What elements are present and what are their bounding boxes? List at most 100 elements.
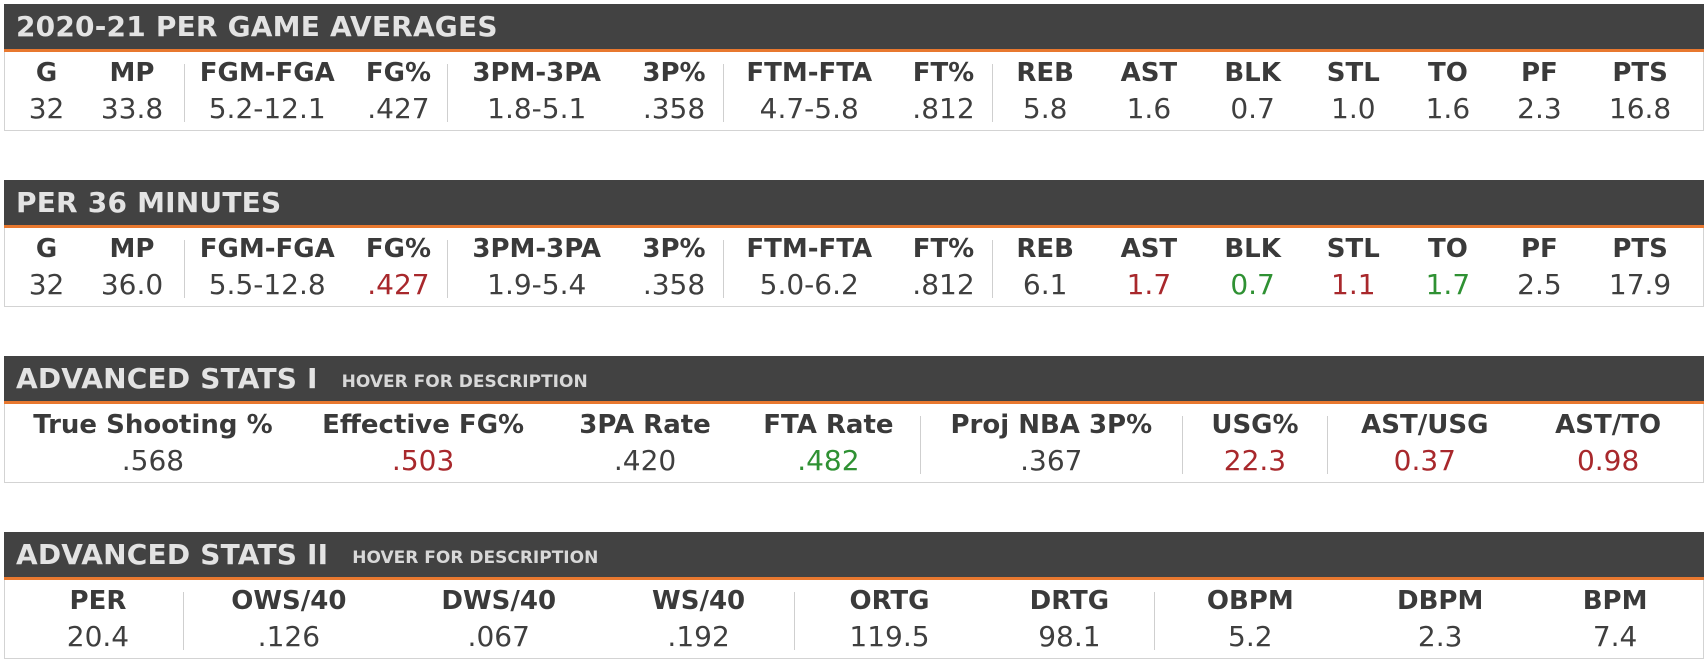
stat-value: 1.6: [1425, 92, 1471, 125]
stat-drtg[interactable]: DRTG 98.1: [984, 580, 1154, 658]
stat-label: REB: [1016, 234, 1074, 264]
per-36-minutes-panel: PER 36 MINUTES G 32 MP 36.0 FGM-FGA 5.5-12.…: [4, 180, 1704, 307]
stat-value: 5.2: [1228, 620, 1273, 653]
per-36-header: PER 36 MINUTES: [4, 180, 1704, 228]
stat-label: AST: [1120, 234, 1178, 264]
stat-value: 119.5: [849, 620, 930, 653]
per-game-header: 2020-21 PER GAME AVERAGES: [4, 4, 1704, 52]
stat-blk: BLK 0.7: [1201, 52, 1305, 130]
hover-hint: HOVER FOR DESCRIPTION: [352, 547, 599, 568]
stat-dbpm[interactable]: DBPM 2.3: [1345, 580, 1535, 658]
stat-mp: MP 36.0: [80, 228, 184, 306]
per-36-stats-row: G 32 MP 36.0 FGM-FGA 5.5-12.8 FG% .427 3PM-3…: [4, 228, 1704, 307]
stat-value: .192: [667, 620, 730, 653]
stat-fg-pct: FG% .427: [350, 228, 448, 306]
stat-value: 17.9: [1608, 268, 1672, 301]
stat-label: OBPM: [1206, 586, 1294, 616]
advanced-stats-1-panel: ADVANCED STATS I HOVER FOR DESCRIPTION T…: [4, 356, 1704, 483]
advanced-stats-1-row: True Shooting % .568 Effective FG% .503 3P…: [4, 404, 1704, 483]
stat-value: .427: [367, 268, 430, 301]
stat-label: PER: [69, 586, 127, 616]
stat-value: 5.2-12.1: [208, 92, 326, 125]
stat-label: MP: [109, 234, 155, 264]
stat-label: AST: [1120, 58, 1178, 88]
stat-reb: REB 6.1: [993, 228, 1097, 306]
stat-pf: PF 2.5: [1494, 228, 1586, 306]
stat-label: G: [35, 234, 58, 264]
stat-usg[interactable]: USG% 22.3: [1183, 404, 1328, 482]
stat-proj-nba-3p[interactable]: Proj NBA 3P% .367: [921, 404, 1182, 482]
advanced-stats-2-row: PER 20.4 OWS/40.126 DWS/40.067 WS/40.192 …: [4, 580, 1704, 659]
stat-label: PTS: [1612, 234, 1668, 264]
stat-value: .503: [391, 444, 455, 477]
stat-true-shooting[interactable]: True Shooting % .568: [13, 404, 293, 482]
per-game-stats-row: G 32 MP 33.8 FGM-FGA 5.2-12.1 FG% .427 3PM-3…: [4, 52, 1704, 131]
stat-value: 6.1: [1022, 268, 1068, 301]
stat-effective-fg[interactable]: Effective FG% .503: [293, 404, 554, 482]
stat-ast-usg[interactable]: AST/USG 0.37: [1328, 404, 1521, 482]
stat-fta-rate[interactable]: FTA Rate .482: [737, 404, 920, 482]
column-divider: [1181, 416, 1183, 474]
stat-value: 5.0-6.2: [759, 268, 859, 301]
stat-3pm-3pa: 3PM-3PA 1.8-5.1: [448, 52, 625, 130]
column-divider: [992, 64, 994, 122]
stat-label: Proj NBA 3P%: [950, 410, 1153, 440]
stat-g: G 32: [13, 228, 80, 306]
stat-pts: PTS 16.8: [1585, 52, 1695, 130]
stat-pf: PF 2.3: [1494, 52, 1586, 130]
stat-value: 2.3: [1417, 620, 1463, 653]
stat-label: WS/40: [652, 586, 746, 616]
stat-value: 36.0: [100, 268, 164, 301]
stat-value: 0.7: [1230, 92, 1275, 125]
stat-ftm-fta: FTM-FTA 4.7-5.8: [724, 52, 895, 130]
stat-reb: REB 5.8: [993, 52, 1097, 130]
stat-label: BLK: [1224, 58, 1281, 88]
stat-label: PF: [1520, 58, 1558, 88]
stat-ows-40[interactable]: OWS/40 .126: [184, 580, 394, 658]
stat-fgm-fga: FGM-FGA 5.5-12.8: [185, 228, 350, 306]
stat-label: 3PM-3PA: [472, 234, 602, 264]
advanced-stats-2-panel: ADVANCED STATS II HOVER FOR DESCRIPTION …: [4, 532, 1704, 659]
stat-label: TO: [1427, 58, 1468, 88]
advanced-stats-2-title: ADVANCED STATS II: [16, 538, 329, 571]
stat-value: 4.7-5.8: [759, 92, 859, 125]
stat-value: .812: [912, 268, 975, 301]
stat-label: FT%: [912, 234, 975, 264]
stat-per[interactable]: PER 20.4: [13, 580, 183, 658]
stat-ast-to[interactable]: AST/TO 0.98: [1521, 404, 1695, 482]
column-divider: [182, 592, 184, 650]
stat-value: 33.8: [100, 92, 164, 125]
stat-value: 2.5: [1517, 268, 1562, 301]
stat-label: Effective FG%: [322, 410, 525, 440]
stat-value: 32: [28, 268, 65, 301]
stat-ws-40[interactable]: WS/40 .192: [604, 580, 794, 658]
hover-hint: HOVER FOR DESCRIPTION: [341, 371, 588, 392]
stat-value: 1.8-5.1: [487, 92, 587, 125]
stat-value: 32: [28, 92, 65, 125]
stat-label: G: [35, 58, 58, 88]
stat-value: .427: [367, 92, 430, 125]
advanced-stats-1-header: ADVANCED STATS I HOVER FOR DESCRIPTION: [4, 356, 1704, 404]
stat-label: ORTG: [849, 586, 930, 616]
column-divider: [1327, 416, 1329, 474]
stat-3pa-rate[interactable]: 3PA Rate .420: [553, 404, 736, 482]
stat-bpm[interactable]: BPM 7.4: [1535, 580, 1695, 658]
stat-label: BLK: [1224, 234, 1281, 264]
stat-label: FG%: [365, 234, 431, 264]
column-divider: [183, 240, 185, 298]
stat-ortg[interactable]: ORTG 119.5: [795, 580, 985, 658]
stat-dws-40[interactable]: DWS/40 .067: [394, 580, 604, 658]
stat-value: .482: [797, 444, 860, 477]
stat-ast: AST 1.7: [1097, 228, 1201, 306]
stat-ft-pct: FT% .812: [895, 228, 993, 306]
stat-label: FTA Rate: [763, 410, 894, 440]
stat-label: BPM: [1582, 586, 1648, 616]
stat-value: 98.1: [1038, 620, 1101, 653]
stat-label: DBPM: [1397, 586, 1484, 616]
stat-fgm-fga: FGM-FGA 5.2-12.1: [185, 52, 350, 130]
stat-value: .126: [257, 620, 321, 653]
column-divider: [793, 592, 795, 650]
stat-label: OWS/40: [231, 586, 347, 616]
stat-label: REB: [1016, 58, 1074, 88]
stat-obpm[interactable]: OBPM 5.2: [1155, 580, 1345, 658]
